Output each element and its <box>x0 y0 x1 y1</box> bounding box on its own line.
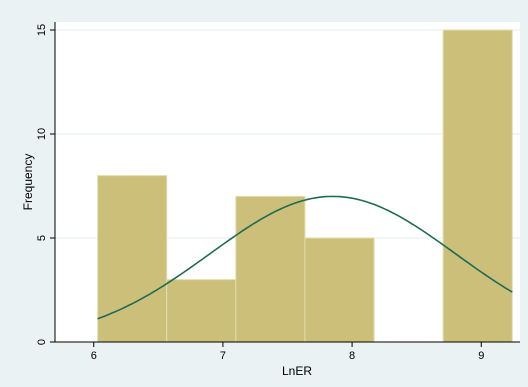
y-tick-label-0: 0 <box>36 339 48 345</box>
y-axis-ticks: 0 5 10 15 <box>36 24 55 345</box>
histogram-bar-4 <box>304 237 375 343</box>
histogram-bars <box>97 29 513 343</box>
y-tick-label-5: 5 <box>36 235 48 241</box>
y-tick-label-15: 15 <box>36 24 48 36</box>
histogram-bar-2 <box>166 279 237 343</box>
x-axis-ticks: 6 7 8 9 <box>91 342 484 362</box>
histogram-bar-3 <box>235 195 306 343</box>
x-tick-label-9: 9 <box>478 350 484 362</box>
y-axis-label: Frequency <box>21 154 35 211</box>
histogram-bar-1 <box>97 175 168 343</box>
x-tick-label-6: 6 <box>91 350 97 362</box>
histogram-bar-6 <box>442 29 513 343</box>
x-axis-label: LnER <box>282 364 312 378</box>
x-tick-label-8: 8 <box>349 350 355 362</box>
x-tick-label-7: 7 <box>220 350 226 362</box>
normal-density-curve <box>97 195 513 320</box>
y-tick-label-10: 10 <box>36 128 48 140</box>
